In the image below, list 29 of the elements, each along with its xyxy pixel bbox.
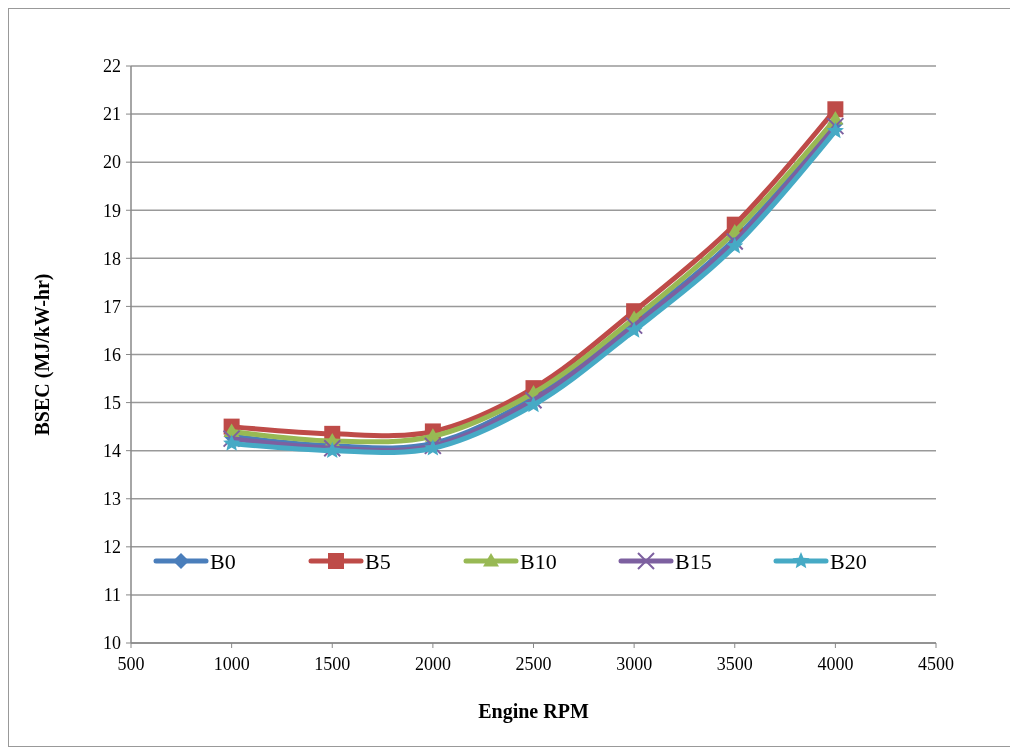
legend-label: B20 <box>830 548 867 574</box>
x-tick-label: 500 <box>117 654 145 674</box>
x-tick-label: 1000 <box>213 654 250 674</box>
legend-label: B0 <box>210 548 236 574</box>
y-tick-label: 12 <box>103 537 121 558</box>
y-tick-label: 14 <box>103 440 121 461</box>
y-tick-label: 10 <box>103 633 121 654</box>
x-tick-label: 4000 <box>817 654 854 674</box>
y-tick-label: 16 <box>103 344 121 365</box>
y-tick-label: 17 <box>103 296 121 317</box>
y-tick-label: 20 <box>103 152 121 173</box>
legend-label: B5 <box>365 548 391 574</box>
x-tick-label: 2000 <box>414 654 451 674</box>
x-tick-label: 2500 <box>515 654 552 674</box>
y-tick-label: 22 <box>103 56 121 77</box>
x-tick-label: 1500 <box>314 654 351 674</box>
y-tick-label: 11 <box>103 585 121 606</box>
x-tick-label: 3000 <box>616 654 653 674</box>
y-tick-label: 21 <box>103 104 121 125</box>
y-tick-label: 15 <box>103 392 121 413</box>
y-tick-label: 18 <box>103 248 121 269</box>
legend-label: B15 <box>675 548 712 574</box>
x-tick-label: 4500 <box>918 654 954 674</box>
y-tick-label: 13 <box>103 489 121 510</box>
x-axis-title: Engine RPM <box>478 700 589 723</box>
y-axis-title: BSEC (MJ/kW-hr) <box>31 273 54 436</box>
legend-label: B10 <box>520 548 557 574</box>
y-tick-label: 19 <box>103 200 121 221</box>
x-tick-label: 3500 <box>716 654 753 674</box>
